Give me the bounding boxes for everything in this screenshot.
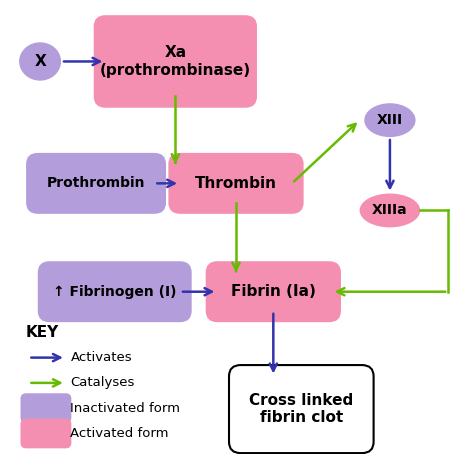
Text: Cross linked
fibrin clot: Cross linked fibrin clot <box>249 393 354 425</box>
FancyBboxPatch shape <box>169 153 303 214</box>
Text: XIII: XIII <box>377 113 403 127</box>
Text: Catalyses: Catalyses <box>70 377 135 389</box>
Text: Xa
(prothrombinase): Xa (prothrombinase) <box>100 45 251 78</box>
Ellipse shape <box>364 103 415 137</box>
FancyBboxPatch shape <box>26 153 166 214</box>
FancyBboxPatch shape <box>229 365 374 453</box>
FancyBboxPatch shape <box>38 261 192 322</box>
Ellipse shape <box>19 43 61 80</box>
Text: X: X <box>34 54 46 69</box>
Text: Activated form: Activated form <box>70 427 169 440</box>
Text: ↑ Fibrinogen (I): ↑ Fibrinogen (I) <box>53 285 177 299</box>
Text: Prothrombin: Prothrombin <box>47 176 145 191</box>
Text: Inactivated form: Inactivated form <box>70 402 180 414</box>
FancyBboxPatch shape <box>206 261 341 322</box>
FancyBboxPatch shape <box>20 419 71 448</box>
Text: Activates: Activates <box>70 351 132 364</box>
Text: XIIIa: XIIIa <box>372 203 408 218</box>
Text: Thrombin: Thrombin <box>195 176 277 191</box>
Ellipse shape <box>360 193 420 228</box>
FancyBboxPatch shape <box>20 393 71 423</box>
FancyBboxPatch shape <box>94 15 257 108</box>
Text: Fibrin (Ia): Fibrin (Ia) <box>231 284 316 299</box>
Text: KEY: KEY <box>26 325 59 340</box>
